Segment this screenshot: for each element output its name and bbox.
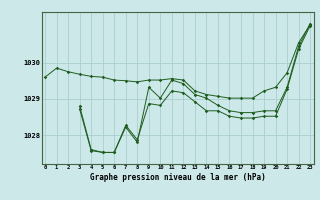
X-axis label: Graphe pression niveau de la mer (hPa): Graphe pression niveau de la mer (hPa)	[90, 173, 266, 182]
